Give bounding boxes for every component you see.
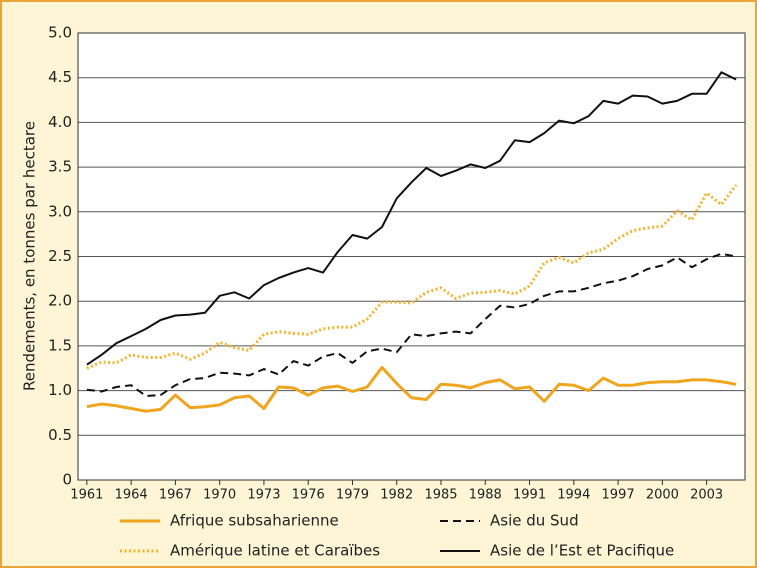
series-line: [86, 365, 737, 413]
legend-label: Asie de l’Est et Pacifique: [490, 542, 674, 560]
x-tick-label: 1961: [70, 488, 103, 503]
y-axis-label: Rendements, en tonnes par hectare: [21, 121, 39, 391]
x-tick-label: 1967: [159, 488, 192, 503]
x-tick-label: 2000: [646, 488, 679, 503]
x-tick-label: 1997: [602, 488, 635, 503]
y-tick-label: 1.5: [48, 336, 72, 354]
x-tick-label: 1973: [247, 488, 280, 503]
y-tick-label: 0: [62, 471, 72, 489]
x-tick-label: 1982: [380, 488, 413, 503]
legend-label: Afrique subsaharienne: [170, 512, 339, 530]
x-tick-label: 1976: [292, 488, 325, 503]
y-tick-label: 1.0: [48, 381, 72, 399]
y-tick-label: 4.0: [48, 113, 72, 131]
y-tick-label: 4.5: [48, 68, 72, 86]
x-tick-label: 1964: [115, 488, 148, 503]
legend-label: Asie du Sud: [490, 512, 579, 530]
x-tick-label: 2003: [690, 488, 723, 503]
y-tick-label: 2.5: [48, 247, 72, 265]
y-tick-label: 3.5: [48, 158, 72, 176]
legend-label: Amérique latine et Caraïbes: [170, 542, 380, 560]
y-tick-label: 0.5: [48, 426, 72, 444]
x-tick-label: 1979: [336, 488, 369, 503]
x-tick-label: 1970: [203, 488, 236, 503]
plot-border: [77, 32, 746, 481]
y-tick-label: 2.0: [48, 292, 72, 310]
x-tick-label: 1988: [469, 488, 502, 503]
x-tick-label: 1991: [513, 488, 546, 503]
series-line: [86, 184, 738, 370]
y-tick-label: 3.0: [48, 202, 72, 220]
y-tick-label: 5.0: [48, 24, 72, 42]
x-tick-label: 1985: [424, 488, 457, 503]
x-tick-label: 1994: [557, 488, 590, 503]
series-line: [86, 71, 737, 366]
